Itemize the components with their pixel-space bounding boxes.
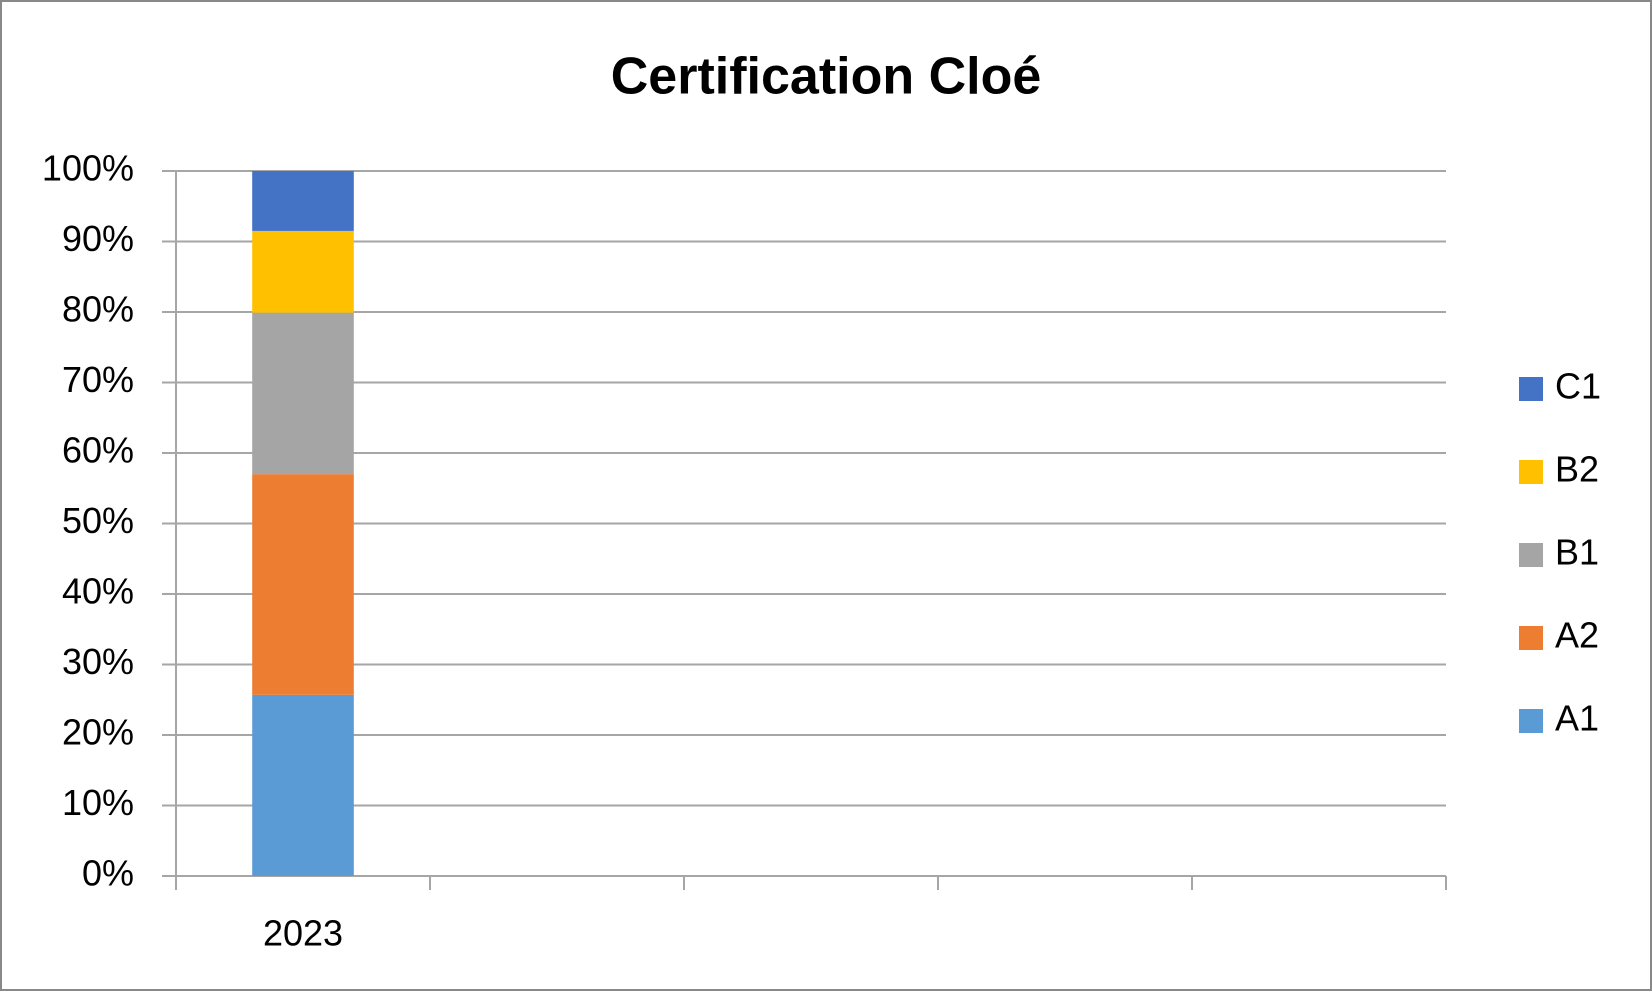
legend-swatch [1519, 626, 1543, 650]
y-tick-label: 100% [42, 148, 134, 189]
legend-swatch [1519, 543, 1543, 567]
bar-segment [252, 171, 354, 231]
legend-swatch [1519, 377, 1543, 401]
bar-segment [252, 312, 354, 475]
bar-segment [252, 474, 354, 695]
x-tick-label: 2023 [263, 913, 343, 954]
bar-segment [252, 694, 354, 876]
legend-label: C1 [1555, 366, 1601, 407]
y-tick-label: 50% [62, 500, 134, 541]
y-tick-label: 60% [62, 430, 134, 471]
chart-title: Certification Cloé [611, 48, 1042, 106]
y-tick-label: 0% [82, 853, 134, 894]
bar-segment [252, 230, 354, 313]
legend-label: A1 [1555, 698, 1599, 739]
y-tick-label: 20% [62, 712, 134, 753]
y-tick-label: 10% [62, 782, 134, 823]
legend-label: A2 [1555, 615, 1599, 656]
legend-swatch [1519, 709, 1543, 733]
legend-label: B2 [1555, 449, 1599, 490]
y-tick-label: 30% [62, 641, 134, 682]
y-tick-label: 40% [62, 571, 134, 612]
y-tick-label: 70% [62, 359, 134, 400]
y-tick-label: 80% [62, 289, 134, 330]
y-tick-label: 90% [62, 218, 134, 259]
legend-label: B1 [1555, 532, 1599, 573]
legend-swatch [1519, 460, 1543, 484]
